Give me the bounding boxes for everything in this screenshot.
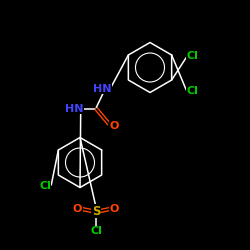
Text: O: O [110, 121, 119, 131]
Text: Cl: Cl [186, 86, 198, 96]
Text: O: O [73, 204, 82, 214]
Text: HN: HN [93, 84, 112, 94]
Text: Cl: Cl [39, 181, 51, 191]
Text: O: O [109, 204, 118, 214]
Text: S: S [92, 205, 100, 218]
Text: Cl: Cl [90, 226, 102, 236]
Text: Cl: Cl [186, 51, 198, 61]
Text: HN: HN [64, 104, 83, 114]
